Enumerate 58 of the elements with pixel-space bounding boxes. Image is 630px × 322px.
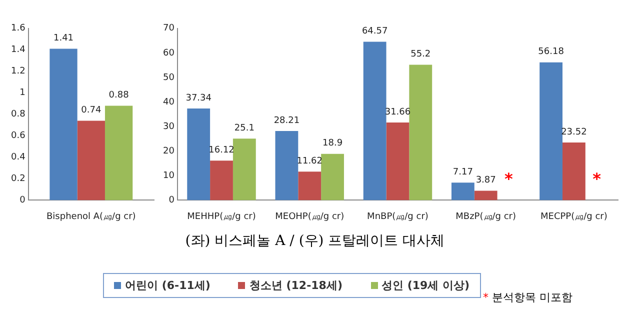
- y-tick-label: 1.2: [10, 66, 26, 77]
- annotation: *: [592, 169, 602, 188]
- y-tick-label: 40: [163, 97, 175, 108]
- bar: [540, 62, 562, 200]
- y-tick-label: 0.6: [10, 131, 26, 142]
- bar: [562, 142, 586, 200]
- text: * 분석항목 미포함: [483, 291, 572, 304]
- x-tick-label: Bisphenol A(㎍/g cr): [46, 212, 136, 222]
- bar: [104, 106, 133, 200]
- y-tick-label: 1: [20, 88, 26, 98]
- y-tick-label: 0.2: [10, 174, 26, 184]
- bar: [77, 120, 105, 200]
- y-tick-label: 0: [20, 196, 26, 206]
- data-label: 28.21: [274, 116, 300, 126]
- text: (좌) 비스페놀 A / (우) 프탈레이트 대사체: [184, 232, 446, 250]
- bar: [210, 160, 233, 200]
- bar: [187, 108, 210, 200]
- bar: [386, 122, 410, 200]
- bar: [275, 130, 298, 200]
- y-tick-label: 10: [163, 171, 175, 181]
- data-label: 0.88: [108, 90, 130, 101]
- data-label: 1.41: [53, 34, 74, 44]
- x-tick-label: MEOHP(㎍/g cr): [275, 212, 344, 222]
- y-tick-label: 1.4: [10, 45, 26, 56]
- legend-label: 청소년 (12-18세): [249, 278, 342, 293]
- bar: [321, 154, 344, 200]
- data-label: 64.57: [362, 26, 388, 37]
- bar: [363, 42, 386, 200]
- y-tick-label: 60: [163, 48, 175, 58]
- data-label: 0.74: [81, 106, 102, 116]
- data-label: 37.34: [186, 93, 212, 104]
- y-tick-label: 20: [163, 146, 175, 156]
- legend-label: 어린이 (6-11세): [125, 278, 210, 293]
- data-label: 55.2: [410, 50, 431, 60]
- bar: [474, 190, 498, 200]
- y-tick-label: 70: [163, 24, 175, 34]
- y-tick-label: 50: [163, 72, 175, 83]
- data-label: 56.18: [538, 47, 564, 58]
- y-tick-label: 0.8: [10, 110, 26, 120]
- x-tick-label: MnBP(㎍/g cr): [367, 212, 428, 222]
- y-tick-label: 0: [168, 196, 175, 206]
- legend-label: 성인 (19세 이상): [382, 278, 470, 293]
- data-label: 7.17: [452, 167, 473, 178]
- y-tick-label: 30: [163, 122, 175, 132]
- x-tick-label: MECPP(㎍/g cr): [540, 212, 608, 222]
- bar: [298, 172, 322, 200]
- bar: [232, 138, 256, 200]
- bar: [451, 182, 474, 200]
- data-label: 25.1: [234, 123, 254, 134]
- data-label: 18.9: [322, 138, 343, 149]
- x-tick-label: MEHHP(㎍/g cr): [187, 212, 256, 222]
- bar: [409, 64, 432, 200]
- y-tick-label: 0.4: [10, 152, 26, 163]
- data-label: 3.87: [476, 176, 496, 186]
- y-tick-label: 1.6: [10, 24, 26, 34]
- annotation: *: [504, 169, 514, 188]
- x-tick-label: MBzP(㎍/g cr): [456, 212, 516, 222]
- bar: [50, 48, 78, 200]
